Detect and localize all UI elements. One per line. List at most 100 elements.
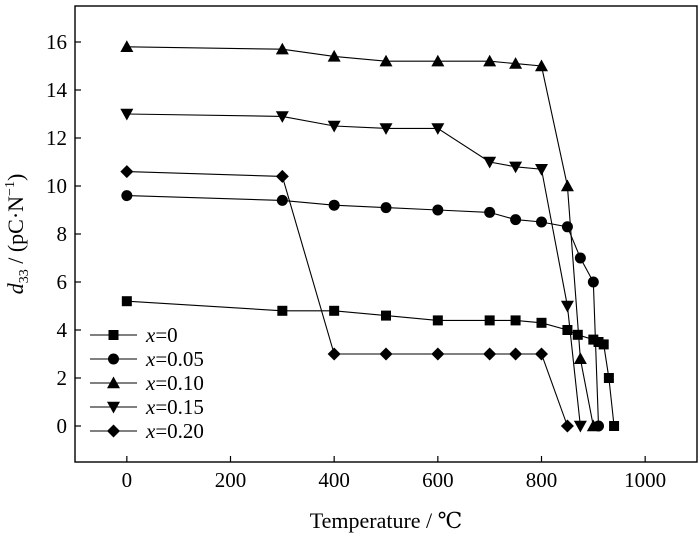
- data-point: [484, 206, 496, 218]
- legend-item: x=0.20: [90, 419, 204, 443]
- data-point: [536, 317, 547, 328]
- data-point: [535, 347, 548, 361]
- series-layer: [120, 40, 620, 433]
- data-point: [379, 347, 393, 361]
- data-point: [121, 190, 133, 202]
- y-axis: 0 2 4 6 8 10 12 14 16: [46, 30, 81, 438]
- y-tick-label: 8: [57, 222, 68, 246]
- legend-item: x=0.10: [90, 371, 204, 395]
- data-point: [560, 300, 574, 313]
- data-point: [327, 49, 341, 62]
- data-point: [586, 419, 600, 432]
- legend-label: x=0.05: [145, 347, 204, 371]
- data-point: [121, 296, 132, 307]
- legend-label: x=0.20: [145, 419, 204, 443]
- y-axis-title-close: ): [3, 174, 28, 181]
- data-point: [275, 169, 289, 183]
- data-point: [535, 164, 548, 176]
- legend-marker: [107, 401, 120, 414]
- legend-label-value: =0: [155, 323, 177, 347]
- data-point: [329, 305, 340, 316]
- data-point: [593, 337, 604, 347]
- data-point: [431, 123, 445, 135]
- x-axis-title: Temperature / ℃: [310, 508, 463, 533]
- y-tick-label: 0: [57, 414, 68, 438]
- data-point: [587, 276, 599, 288]
- legend-label-value: =0.20: [155, 419, 204, 443]
- legend-label-value: =0.05: [155, 347, 204, 371]
- series-line: [126, 113, 581, 427]
- y-tick-label: 14: [46, 78, 68, 102]
- legend-label-var: x: [145, 371, 156, 395]
- data-point: [484, 315, 495, 326]
- data-point: [431, 347, 445, 361]
- data-point: [277, 305, 288, 316]
- legend-item: x=0.15: [90, 395, 204, 419]
- data-point: [431, 54, 445, 67]
- x-axis: 0 200 400 600 800 1000: [122, 456, 666, 492]
- series-1: [121, 190, 605, 432]
- data-point: [609, 421, 620, 431]
- data-point: [588, 334, 599, 345]
- data-point: [598, 339, 609, 350]
- y-axis-title-symbol: d: [3, 282, 28, 294]
- legend-label: x=0: [145, 323, 178, 347]
- data-point: [483, 156, 497, 169]
- y-axis-title-unit: / (pC·N: [3, 196, 28, 269]
- data-point: [381, 310, 391, 321]
- data-point: [327, 120, 341, 133]
- data-point: [573, 352, 587, 364]
- y-axis-title-exponent: −1: [3, 181, 18, 196]
- legend: x=0x=0.05x=0.10x=0.15x=0.20: [90, 323, 204, 443]
- data-point: [510, 214, 522, 226]
- data-point: [120, 108, 134, 121]
- x-tick-label: 200: [215, 468, 247, 492]
- data-point: [562, 325, 573, 335]
- data-point: [509, 161, 523, 174]
- legend-label-var: x: [145, 347, 156, 371]
- legend-marker: [107, 376, 120, 389]
- data-point: [603, 373, 614, 383]
- y-tick-label: 10: [46, 174, 67, 198]
- legend-marker: [108, 353, 119, 365]
- data-point: [328, 199, 340, 211]
- data-point: [574, 252, 586, 264]
- data-point: [483, 347, 497, 361]
- legend-label-value: =0.15: [155, 395, 204, 419]
- legend-label-var: x: [145, 395, 156, 419]
- data-point: [536, 216, 547, 228]
- series-4: [120, 165, 574, 433]
- data-point: [560, 179, 574, 192]
- x-tick-label: 800: [526, 468, 558, 492]
- legend-label-value: =0.10: [155, 371, 204, 395]
- data-point: [573, 420, 587, 433]
- y-tick-label: 4: [57, 318, 68, 342]
- y-tick-label: 2: [57, 366, 68, 390]
- legend-label-var: x: [145, 323, 156, 347]
- data-point: [120, 165, 134, 179]
- x-tick-label: 600: [422, 468, 454, 492]
- x-tick-label: 400: [318, 468, 350, 492]
- data-point: [380, 202, 392, 214]
- y-axis-title-subscript: 33: [17, 269, 32, 283]
- data-point: [275, 42, 289, 55]
- legend-label-var: x: [145, 419, 156, 443]
- series-3: [120, 108, 587, 433]
- data-point: [432, 315, 443, 326]
- legend-item: x=0.05: [90, 347, 204, 371]
- series-2: [120, 40, 600, 432]
- y-tick-label: 6: [57, 270, 68, 294]
- y-tick-label: 12: [46, 126, 67, 150]
- data-point: [275, 111, 289, 123]
- data-point: [572, 329, 583, 340]
- y-axis-title: d33 / (pC·N−1): [3, 174, 32, 295]
- data-point: [432, 204, 444, 216]
- data-point: [509, 347, 523, 361]
- data-point: [510, 315, 521, 326]
- x-tick-label: 1000: [624, 468, 666, 492]
- x-tick-label: 0: [122, 468, 133, 492]
- data-point: [327, 347, 341, 361]
- legend-label: x=0.10: [145, 371, 204, 395]
- data-point: [120, 40, 134, 52]
